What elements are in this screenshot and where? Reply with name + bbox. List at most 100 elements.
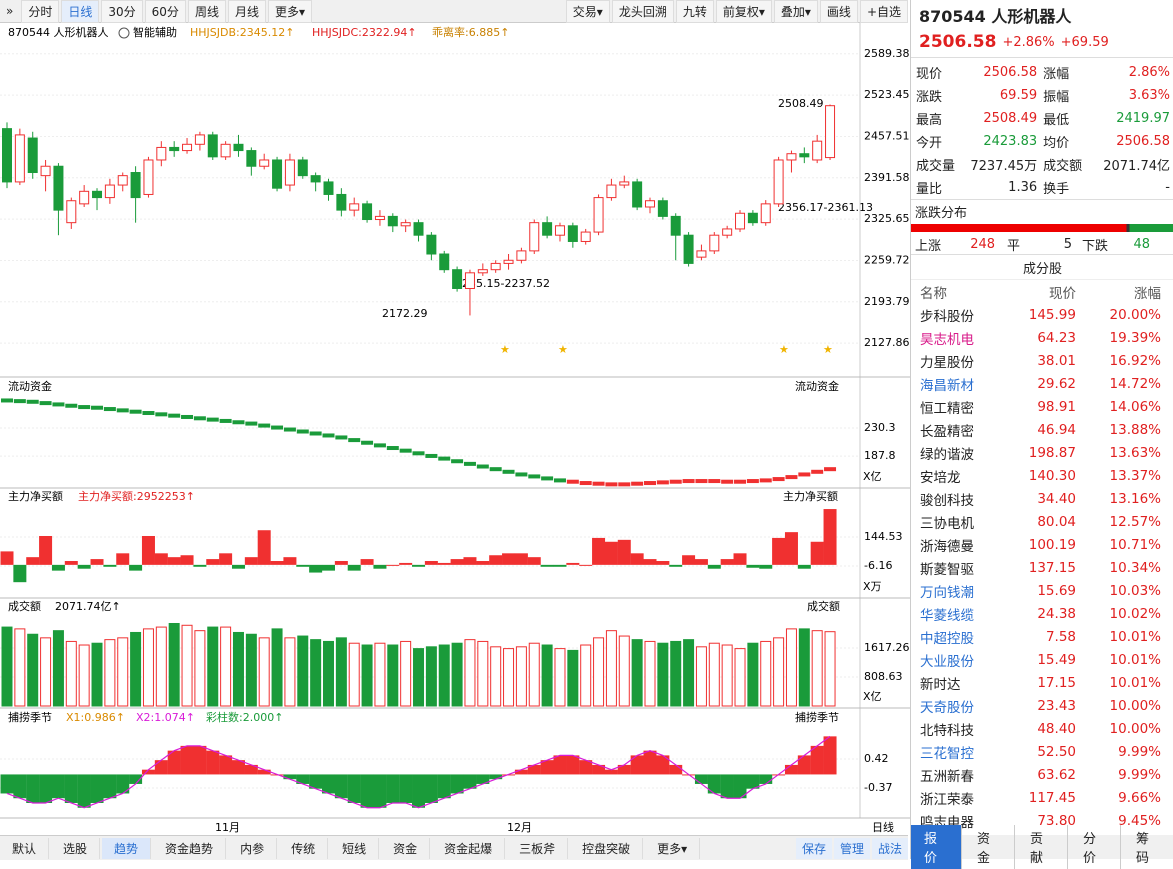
period-tab[interactable]: 分时: [21, 0, 60, 23]
stock-pct: 9.99%: [1118, 766, 1161, 783]
indicator: X2:1.074↑: [136, 711, 195, 724]
quote-tab[interactable]: 贡献: [1017, 825, 1068, 869]
stock-row[interactable]: 绿的谐波 198.87 13.63%: [911, 441, 1173, 464]
stock-price: 23.43: [1037, 697, 1076, 714]
bottom-action[interactable]: 管理: [833, 837, 870, 859]
quote-title: 870544 人形机器人: [919, 7, 1072, 26]
flow-step: [13, 399, 26, 404]
period-tab[interactable]: 更多▾: [267, 0, 312, 23]
bottom-tab[interactable]: 控盘突破: [570, 837, 644, 859]
bottom-action[interactable]: 战法: [871, 837, 908, 859]
flow-step: [78, 405, 91, 410]
volume-bar: [1, 626, 13, 707]
tool-button[interactable]: +自选: [859, 0, 908, 23]
stock-row[interactable]: 恒工精密 98.91 14.06%: [911, 395, 1173, 418]
quote-label: 涨跌: [916, 90, 943, 105]
candle-body: [143, 159, 154, 195]
stock-row[interactable]: 海昌新材 29.62 14.72%: [911, 372, 1173, 395]
bottom-tab[interactable]: 短线: [330, 837, 380, 859]
bottom-tab[interactable]: 更多▾: [645, 837, 701, 859]
fund-bar: [116, 553, 130, 565]
tool-button[interactable]: 画线: [819, 0, 858, 23]
fund-bar: [26, 557, 40, 565]
bottom-tab[interactable]: 资金起爆: [432, 837, 506, 859]
bottom-tab[interactable]: 内参: [228, 837, 278, 859]
quote-row: 涨跌 69.59 振幅 3.63%: [911, 84, 1173, 107]
bottom-tab[interactable]: 资金: [381, 837, 431, 859]
stock-row[interactable]: 天奇股份 23.43 10.00%: [911, 694, 1173, 717]
stock-row[interactable]: 浙海德曼 100.19 10.71%: [911, 533, 1173, 556]
flow-step: [631, 481, 644, 486]
fund-bar: [720, 559, 734, 565]
stock-name: 北特科技: [920, 722, 974, 739]
stock-row[interactable]: 北特科技 48.40 10.00%: [911, 717, 1173, 740]
stock-name: 昊志机电: [920, 331, 974, 348]
y-tick-label: 1617.26: [864, 641, 910, 654]
quote-tab[interactable]: 报价: [911, 825, 962, 869]
stock-row[interactable]: 华菱线缆 24.38 10.02%: [911, 602, 1173, 625]
candle-body: [516, 250, 527, 261]
candle-body: [400, 222, 411, 227]
stock-row[interactable]: 力星股份 38.01 16.92%: [911, 349, 1173, 372]
stock-row[interactable]: 新时达 17.15 10.01%: [911, 671, 1173, 694]
quote-row: 成交量 7237.45万 成交额 2071.74亿: [911, 153, 1173, 176]
bottom-tab[interactable]: 选股: [51, 837, 101, 859]
fund-bar: [604, 541, 618, 565]
stock-row[interactable]: 浙江荣泰 117.45 9.66%: [911, 786, 1173, 809]
stock-row[interactable]: 步科股份 145.99 20.00%: [911, 303, 1173, 326]
season-bar: [759, 774, 773, 784]
flow-step: [348, 438, 361, 443]
season-bar: [296, 774, 310, 784]
stock-row[interactable]: 安培龙 140.30 13.37%: [911, 464, 1173, 487]
tool-button[interactable]: 交易▾: [565, 0, 610, 23]
volume-bar: [618, 635, 630, 707]
tool-button[interactable]: 龙头回溯: [611, 0, 674, 23]
fund-bar: [592, 537, 606, 565]
quote-tab[interactable]: 筹码: [1123, 825, 1173, 869]
bottom-tab[interactable]: 三板斧: [507, 837, 569, 859]
period-tabs: 分时 日线 30分 60分 周线 月线 更多▾: [21, 0, 312, 23]
stock-row[interactable]: 斯菱智驱 137.15 10.34%: [911, 556, 1173, 579]
stock-row[interactable]: 鸣志电器 73.80 9.45%: [911, 809, 1173, 832]
season-bar: [167, 750, 181, 775]
bottom-tab[interactable]: 默认: [0, 837, 50, 859]
collapse[interactable]: »: [6, 4, 14, 18]
bottom-tab[interactable]: 资金趋势: [153, 837, 227, 859]
tool-button[interactable]: 九转: [675, 0, 714, 23]
flow-step: [463, 461, 476, 466]
stock-row[interactable]: 三花智控 52.50 9.99%: [911, 740, 1173, 763]
stock-row[interactable]: 骏创科技 34.40 13.16%: [911, 487, 1173, 510]
stock-list: 步科股份 145.99 20.00% 昊志机电 64.23 19.39% 力星股份 38.01…: [911, 303, 1173, 832]
stock-row[interactable]: 五洲新春 63.62 9.99%: [911, 763, 1173, 786]
quote-value: 2506.58: [983, 65, 1038, 80]
quote-tab[interactable]: 分价: [1070, 825, 1121, 869]
stock-row[interactable]: 大业股份 15.49 10.01%: [911, 648, 1173, 671]
quote-label: 成交量: [916, 159, 956, 174]
stock-price: 24.38: [1037, 605, 1076, 622]
stock-pct: 10.71%: [1109, 536, 1161, 553]
quote-tab[interactable]: 资金: [964, 825, 1015, 869]
bottom-action[interactable]: 保存: [795, 837, 832, 859]
candle-body: [464, 272, 475, 289]
period-tab[interactable]: 周线: [187, 0, 226, 23]
candle-body: [194, 134, 205, 145]
candle-body: [79, 190, 90, 205]
period-tab[interactable]: 日线: [61, 0, 100, 23]
stock-row[interactable]: 三协电机 80.04 12.57%: [911, 510, 1173, 533]
stock-row[interactable]: 昊志机电 64.23 19.39%: [911, 326, 1173, 349]
bottom-tab[interactable]: 传统: [279, 837, 329, 859]
tool-button[interactable]: 叠加▾: [773, 0, 818, 23]
period-tab[interactable]: 月线: [227, 0, 266, 23]
stock-row[interactable]: 万向钱潮 15.69 10.03%: [911, 579, 1173, 602]
period-tab[interactable]: 30分: [101, 0, 143, 23]
comp-title: 成分股: [911, 254, 1173, 279]
period-tab[interactable]: 60分: [144, 0, 186, 23]
stock-row[interactable]: 长盈精密 46.94 13.88%: [911, 418, 1173, 441]
fund-bar: [823, 509, 837, 565]
stock-row[interactable]: 中超控股 7.58 10.01%: [911, 625, 1173, 648]
season-bar: [39, 774, 53, 803]
tool-button[interactable]: 前复权▾: [715, 0, 772, 23]
bottom-tab[interactable]: 趋势: [102, 837, 152, 859]
flow-step: [245, 421, 258, 426]
